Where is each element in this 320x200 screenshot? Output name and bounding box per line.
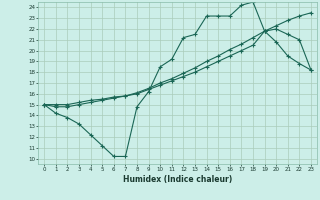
- X-axis label: Humidex (Indice chaleur): Humidex (Indice chaleur): [123, 175, 232, 184]
